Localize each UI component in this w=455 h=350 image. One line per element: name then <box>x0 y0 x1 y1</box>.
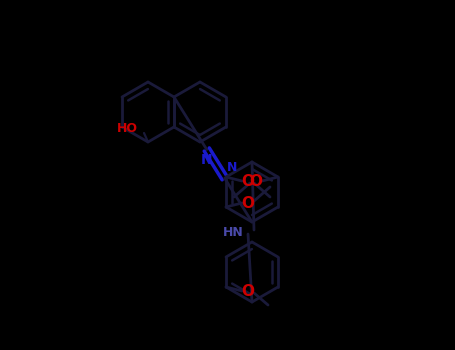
Text: O: O <box>242 284 254 299</box>
Text: HN: HN <box>223 225 244 238</box>
Text: HO: HO <box>117 121 138 134</box>
Text: O: O <box>242 196 254 210</box>
Text: O: O <box>242 174 254 189</box>
Text: N: N <box>227 161 237 174</box>
Text: N: N <box>201 153 212 167</box>
Text: O: O <box>249 174 263 189</box>
